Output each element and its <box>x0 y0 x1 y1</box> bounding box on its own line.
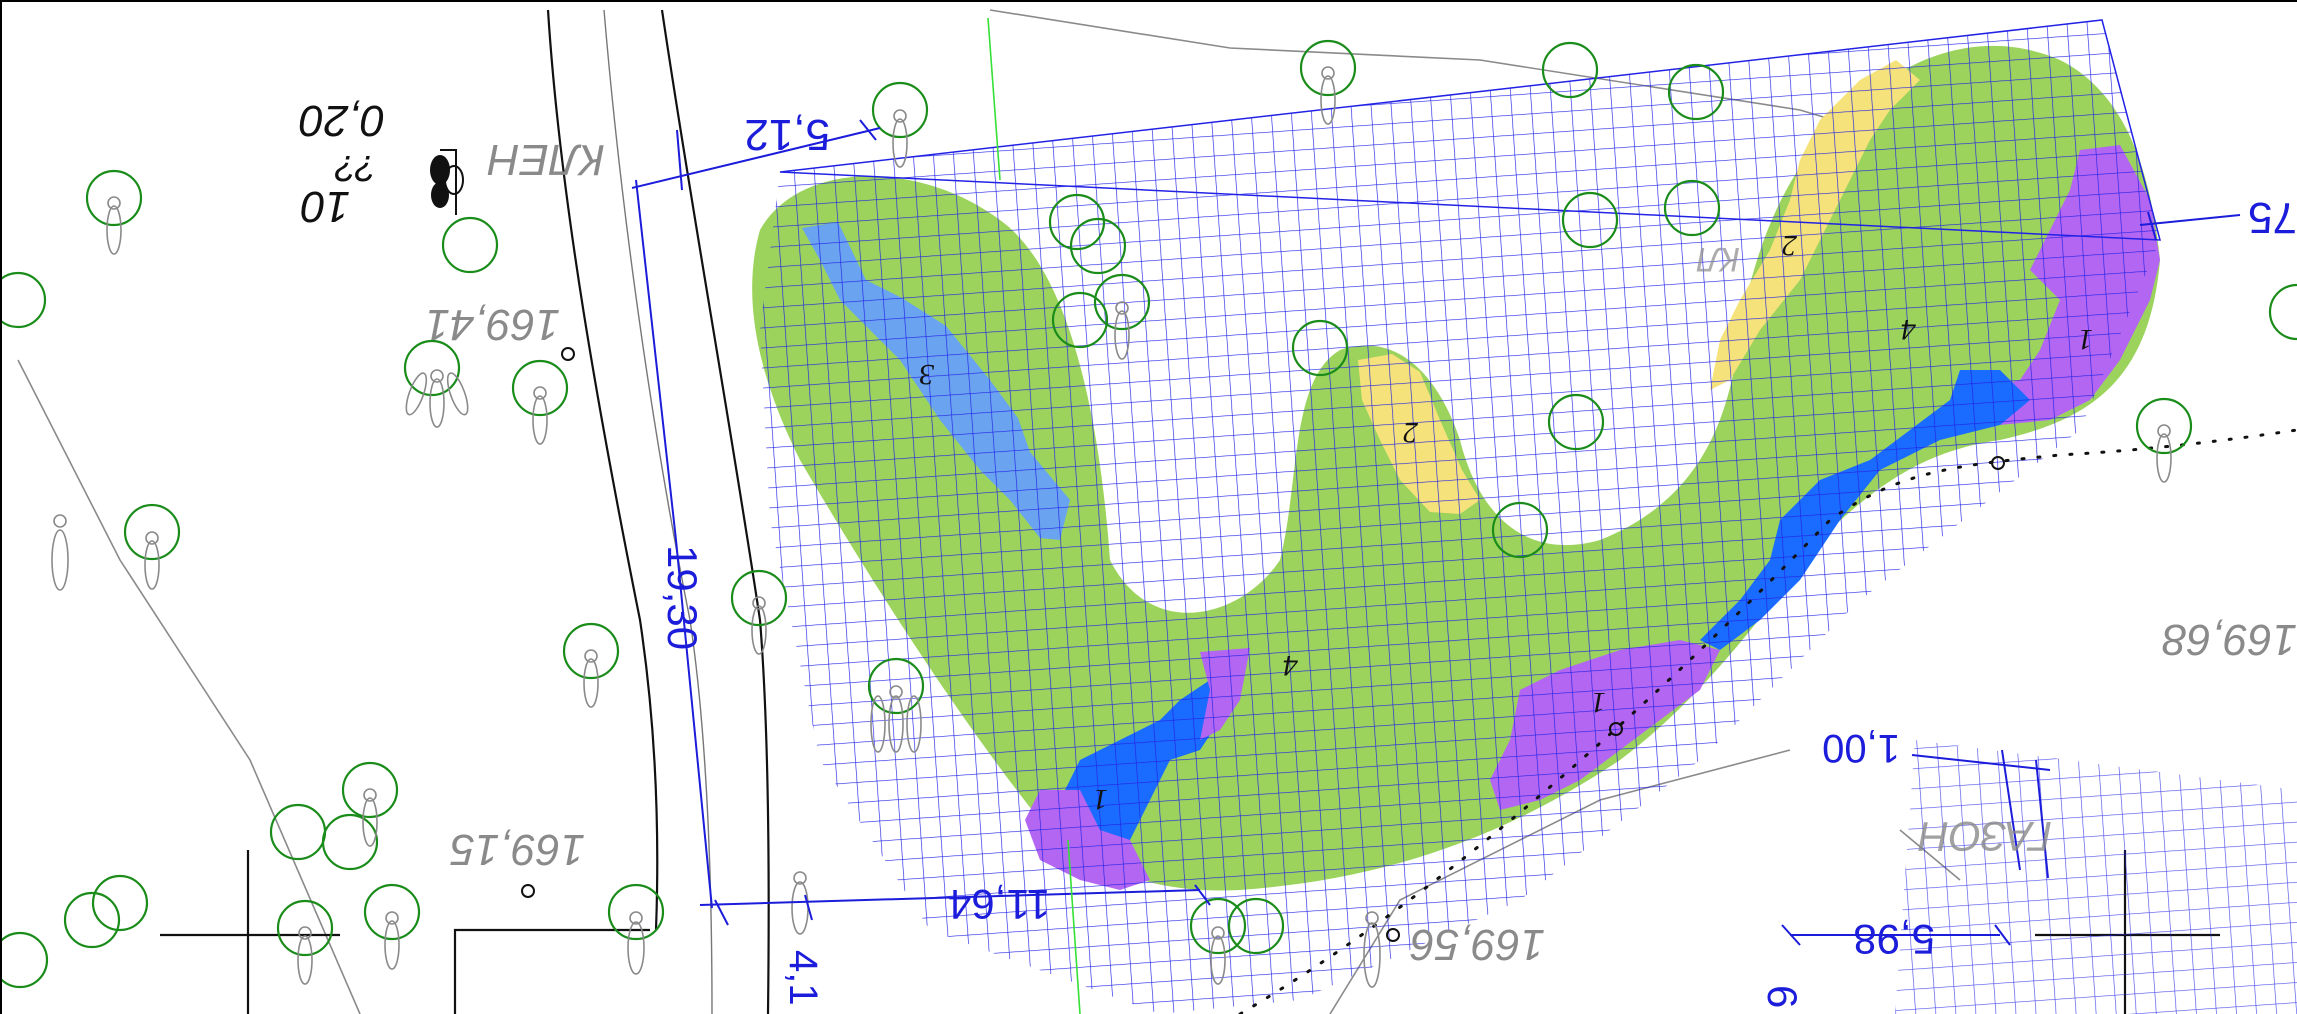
tree-circle <box>2268 283 2297 341</box>
tree-circle <box>1048 193 1106 251</box>
zone-word-label: ГАЗОН <box>1918 813 2052 860</box>
tree-circle <box>1069 217 1127 275</box>
tree-circle <box>867 657 925 715</box>
zone-number: 1 <box>2078 323 2093 356</box>
shrub-symbols <box>51 66 2172 988</box>
tree-circle <box>1547 393 1605 451</box>
tree-circle <box>1093 273 1151 331</box>
tree-circle <box>85 169 143 227</box>
dimension-label: 6 <box>1759 985 1806 1008</box>
plant-label: КЛ <box>1696 240 1740 278</box>
tree-circle <box>1051 291 1109 349</box>
tree-circle <box>1227 897 1285 955</box>
tree-circle <box>730 569 788 627</box>
dimension-label: 19,30 <box>659 545 706 650</box>
plant-legend-symbol <box>430 149 464 215</box>
zone-number: 1 <box>1591 686 1606 719</box>
tree-circle <box>1299 39 1357 97</box>
survey-point <box>1386 928 1400 942</box>
tree-circle <box>123 503 181 561</box>
survey-point <box>561 347 575 361</box>
dimension-label: 4,1 <box>781 950 825 1006</box>
tree-circle <box>363 883 421 941</box>
survey-point <box>1991 456 2005 470</box>
tree-circle <box>1189 897 1247 955</box>
elevation-label: 169,68 <box>2162 615 2297 664</box>
grid-guide-lines <box>987 17 1081 1014</box>
street-name-label: КЛЕН <box>488 135 605 184</box>
tree-circle <box>562 622 620 680</box>
planting-grid-lower-right <box>1895 740 2297 1014</box>
tree-symbols <box>0 39 2297 989</box>
tree-circle <box>276 899 334 957</box>
zone-number: 4 <box>1283 649 1298 682</box>
tree-circle <box>0 931 49 989</box>
tree-circle <box>511 359 569 417</box>
tree-circle <box>441 216 499 274</box>
zone-number: 2 <box>1782 229 1797 262</box>
plant-label: 10 <box>301 182 350 231</box>
tree-circle <box>1561 191 1619 249</box>
tree-circle <box>91 874 149 932</box>
zone-number: 3 <box>919 358 935 391</box>
dimension-lines <box>631 119 2241 946</box>
plant-label: 0,20 <box>299 96 385 145</box>
tree-circle <box>1663 179 1721 237</box>
labels: 5,12 19,30 11,64 5,98 1,00 4,1 75 6 169,… <box>299 96 2297 1008</box>
zone-number: 4 <box>1901 313 1916 346</box>
tree-circle <box>607 883 665 941</box>
plant-label: ?? <box>335 148 375 189</box>
tree-circle <box>341 761 399 819</box>
dimension-label: 1,00 <box>1822 726 1900 770</box>
tree-circle <box>1491 501 1549 559</box>
dimension-label: 11,64 <box>948 881 1050 928</box>
street-inner-line <box>603 9 713 1014</box>
tree-circle <box>1291 319 1349 377</box>
elevation-label: 169,41 <box>425 300 560 349</box>
tree-circle <box>2135 397 2193 455</box>
elevation-label: 169,15 <box>450 825 585 874</box>
tree-circle <box>63 891 121 949</box>
tree-circle <box>871 81 929 139</box>
tree-circle <box>269 803 327 861</box>
elevation-label: 169,56 <box>1410 920 1545 969</box>
tree-circle <box>0 271 47 329</box>
dotted-boundary <box>1238 428 2297 1014</box>
tree-circle <box>1541 41 1599 99</box>
survey-points <box>521 347 2005 942</box>
dimension-label: 75 <box>2248 193 2297 242</box>
dimension-label: 5,12 <box>744 110 830 159</box>
zone-number: 1 <box>1093 783 1108 816</box>
tree-circle <box>1667 63 1725 121</box>
dimension-label: 5,98 <box>1853 916 1935 963</box>
tree-circle <box>321 813 379 871</box>
zone-number: 2 <box>1403 416 1418 449</box>
survey-point <box>521 884 535 898</box>
grid-outline <box>779 19 2161 241</box>
survey-point <box>1609 722 1623 736</box>
tree-circle <box>403 339 461 397</box>
